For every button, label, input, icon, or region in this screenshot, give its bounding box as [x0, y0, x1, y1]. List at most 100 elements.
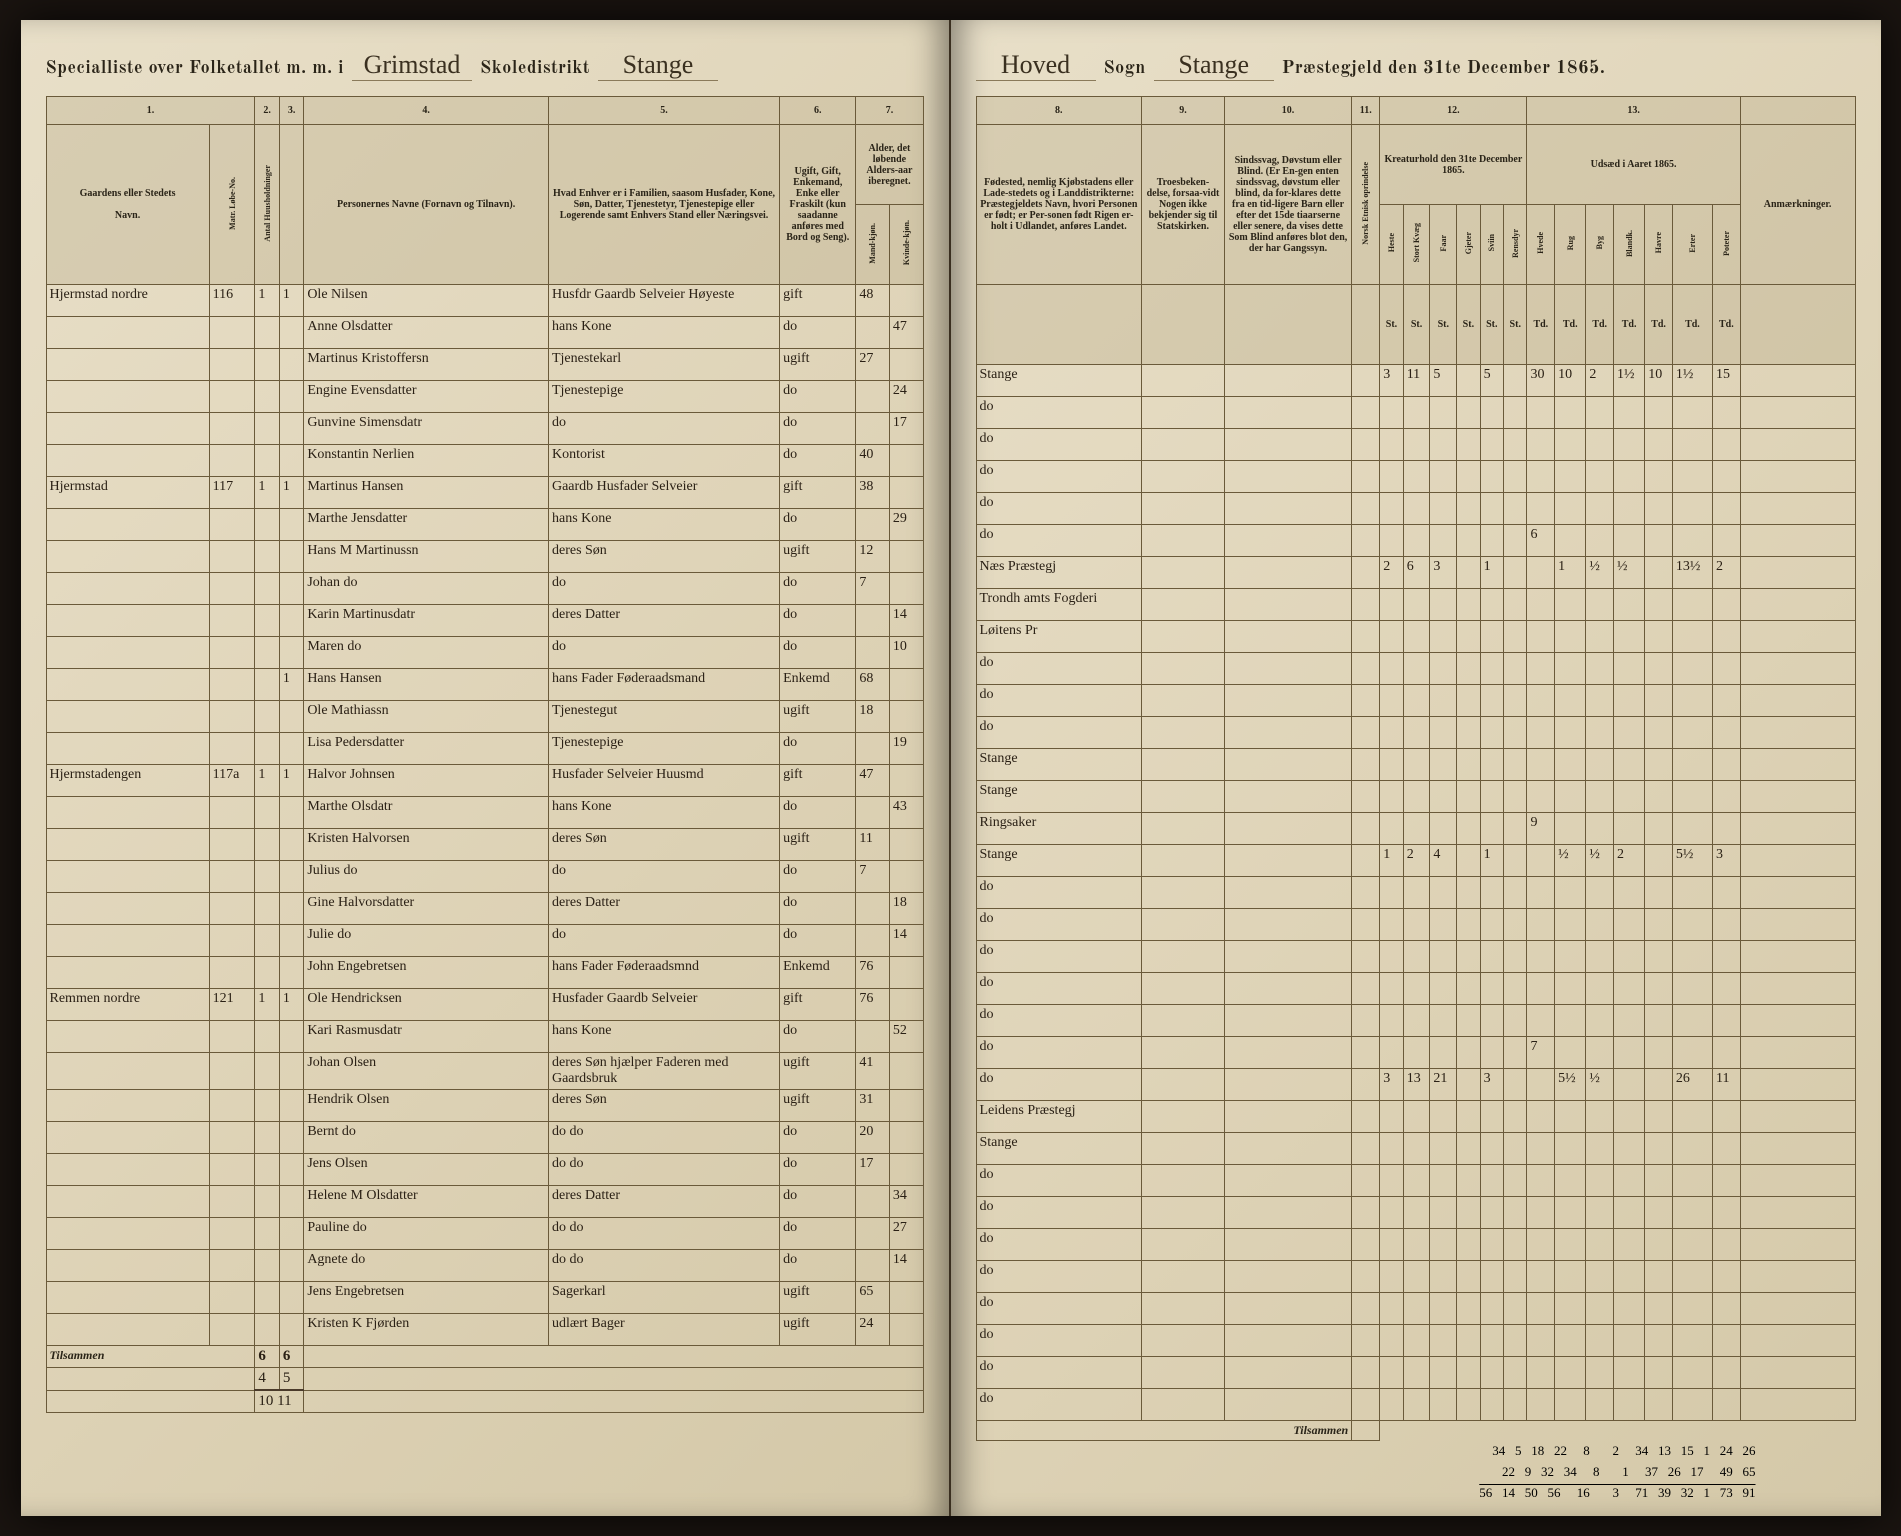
col6: 6.	[780, 97, 856, 125]
table-row: Stange	[976, 1133, 1855, 1165]
h-gjeter: Gjeter	[1457, 205, 1480, 285]
table-row: Gine Halvorsdatterderes Datterdo18	[46, 893, 923, 925]
h-poteter: Poteter	[1713, 205, 1741, 285]
table-row: Remmen nordre12111Ole HendricksenHusfade…	[46, 989, 923, 1021]
right-page: Hoved Sogn Stange Præstegjeld den 31te D…	[951, 20, 1881, 1516]
table-row: Martinus KristoffersnTjenestekarlugift27	[46, 349, 923, 381]
table-row: John Engebretsenhans Fader FøderaadsmndE…	[46, 957, 923, 989]
sum-p: 6	[279, 1346, 303, 1368]
h-byg: Byg	[1586, 205, 1614, 285]
table-row: Leidens Præstegj	[976, 1101, 1855, 1133]
h-mand: Mand-kjøn.	[856, 205, 890, 285]
h-stort: Stort Kvæg	[1403, 205, 1430, 285]
col10: 10.	[1224, 97, 1351, 125]
h-personer: Personernes Navne (Fornavn og Tilnavn).	[304, 125, 549, 285]
h-havre: Havre	[1645, 205, 1673, 285]
table-row: Marthe Jensdatterhans Konedo29	[46, 509, 923, 541]
table-row: Trondh amts Fogderi	[976, 589, 1855, 621]
table-row: Hjermstad nordre11611Ole NilsenHusfdr Ga…	[46, 285, 923, 317]
col4: 4.	[304, 97, 549, 125]
h-norsk: Norsk Etnisk oprindelse	[1352, 125, 1380, 285]
h-alder: Alder, det løbende Alders-aar iberegnet.	[856, 125, 923, 205]
table-row: Marthe Olsdatrhans Konedo43	[46, 797, 923, 829]
right-header: Hoved Sogn Stange Præstegjeld den 31te D…	[976, 50, 1856, 81]
table-row: do	[976, 653, 1855, 685]
col11: 11.	[1352, 97, 1380, 125]
sogn-name: Stange	[1154, 50, 1274, 81]
h-tro: Troesbeken-delse, forsaa-vidt Nogen ikke…	[1142, 125, 1225, 285]
table-row: Stange	[976, 749, 1855, 781]
table-row: do	[976, 941, 1855, 973]
h-faar: Faar	[1430, 205, 1457, 285]
table-row: do	[976, 973, 1855, 1005]
h-fodested: Fødested, nemlig Kjøbstadens eller Lade-…	[976, 125, 1142, 285]
table-row: Næs Præstegj26311½½13½2	[976, 557, 1855, 589]
table-row: Løitens Pr	[976, 621, 1855, 653]
table-row: Hendrik Olsenderes Sønugift31	[46, 1090, 923, 1122]
district-name: Grimstad	[352, 50, 472, 81]
table-row: Stange1241½½25½3	[976, 845, 1855, 877]
left-page: Specialliste over Folketallet m. m. i Gr…	[21, 20, 951, 1516]
table-row: Hjermstad11711Martinus HansenGaardb Husf…	[46, 477, 923, 509]
table-row: do	[976, 877, 1855, 909]
col9: 9.	[1142, 97, 1225, 125]
table-row: do	[976, 1261, 1855, 1293]
table-row: do	[976, 1389, 1855, 1421]
table-row: do	[976, 717, 1855, 749]
table-row: Johan dododo7	[46, 573, 923, 605]
table-row: Stange	[976, 781, 1855, 813]
h-ugift: Ugift, Gift, Enkemand, Enke eller Fraski…	[780, 125, 856, 285]
table-row: Bernt dodo dodo20	[46, 1122, 923, 1154]
sogn-label: Sogn	[1104, 58, 1146, 80]
h-anm: Anmærkninger.	[1740, 125, 1855, 285]
h-kvinde: Kvinde-kjøn.	[889, 205, 923, 285]
table-row: Anne Olsdatterhans Konedo47	[46, 317, 923, 349]
h-stand: Hvad Enhver er i Familien, saasom Husfad…	[548, 125, 779, 285]
h-pers-count	[279, 125, 303, 285]
table-row: do	[976, 1325, 1855, 1357]
h-huush: Antal Huusholdninger	[255, 125, 279, 285]
table-row: do	[976, 1197, 1855, 1229]
table-row: do	[976, 493, 1855, 525]
table-row: Ole MathiassnTjenestegutugift18	[46, 701, 923, 733]
col2: 2.	[255, 97, 279, 125]
table-row: Kristen Halvorsenderes Sønugift11	[46, 829, 923, 861]
table-row: Konstantin NerlienKontoristdo40	[46, 445, 923, 477]
skole-label: Skoledistrikt	[480, 58, 590, 80]
table-row: Kristen K Fjørdenudlært Bagerugift24	[46, 1314, 923, 1346]
col3: 3.	[279, 97, 303, 125]
table-row: do	[976, 1165, 1855, 1197]
h-sviin: Sviin	[1480, 205, 1503, 285]
col7: 7.	[856, 97, 923, 125]
table-row: do	[976, 461, 1855, 493]
table-row: Gunvine Simensdatrdodo17	[46, 413, 923, 445]
h-erter: Erter	[1672, 205, 1712, 285]
table-row: Pauline dodo dodo27	[46, 1218, 923, 1250]
table-row: Johan Olsenderes Søn hjælper Faderen med…	[46, 1053, 923, 1090]
table-row: do	[976, 1229, 1855, 1261]
col5: 5.	[548, 97, 779, 125]
tilsammen-label: Tilsammen	[46, 1346, 255, 1368]
table-row: do	[976, 1293, 1855, 1325]
h-rensdyr: Rensdyr	[1504, 205, 1527, 285]
sum-h: 6	[255, 1346, 279, 1368]
h-udsaed: Udsæd i Aaret 1865.	[1527, 125, 1740, 205]
table-row: Jens EngebretsenSagerkarlugift65	[46, 1282, 923, 1314]
table-row: Ringsaker9	[976, 813, 1855, 845]
table-row: Julie dododo14	[46, 925, 923, 957]
h-hvede: Hvede	[1527, 205, 1555, 285]
h-kreatur: Kreaturhold den 31te December 1865.	[1380, 125, 1527, 205]
table-row: Karin Martinusdatrderes Datterdo14	[46, 605, 923, 637]
h-matr: Matr. Løbe-No.	[209, 125, 255, 285]
table-row: do	[976, 909, 1855, 941]
tilsammen-right: Tilsammen	[976, 1421, 1352, 1441]
table-row: do7	[976, 1037, 1855, 1069]
table-row: do	[976, 685, 1855, 717]
table-row: Kari Rasmusdatrhans Konedo52	[46, 1021, 923, 1053]
table-row: Julius dododo7	[46, 861, 923, 893]
table-row: Agnete dodo dodo14	[46, 1250, 923, 1282]
col12: 12.	[1380, 97, 1527, 125]
h-sind: Sindssvag, Døvstum eller Blind. (Er En-g…	[1224, 125, 1351, 285]
header-prefix: Specialliste over Folketallet m. m. i	[46, 58, 345, 80]
praestegjeld: Præstegjeld den 31te December 1865.	[1282, 58, 1606, 80]
